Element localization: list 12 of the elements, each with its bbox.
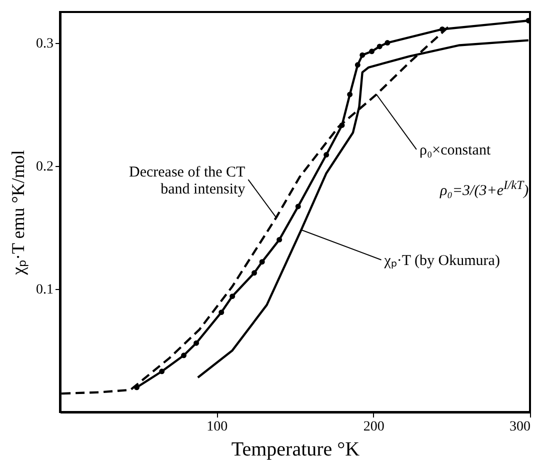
y-axis-title: χₚ·T emu °K/mol (8, 150, 29, 276)
y-tick-label: 0.3 (36, 36, 54, 52)
y-tick-label: 0.2 (36, 159, 54, 174)
x-tick-label: 300 (510, 420, 530, 434)
x-axis-title: Temperature °K (231, 438, 360, 460)
y-tick-label: 0.1 (36, 282, 54, 298)
x-tick-label: 100 (206, 420, 228, 434)
annotation: ρ₀×constant (419, 142, 492, 158)
annotation: χₚ·T (by Okumura) (383, 252, 500, 269)
annotation: Decrease of the CT band intensity (128, 164, 246, 198)
x-tick-label: 200 (363, 420, 384, 434)
annotation: ρ₀=3/(3+e$^{I/kT}$) (440, 178, 529, 200)
